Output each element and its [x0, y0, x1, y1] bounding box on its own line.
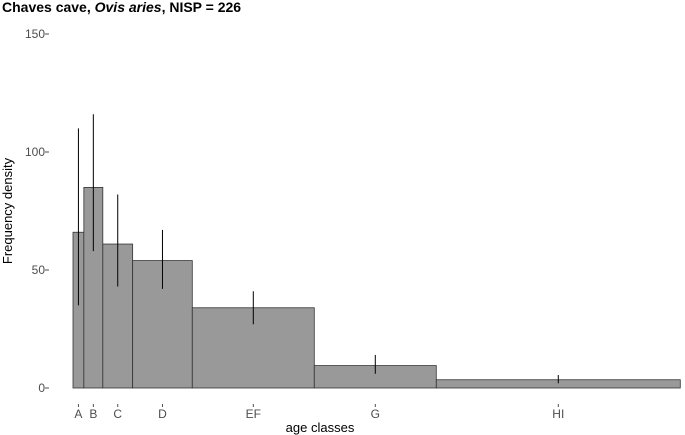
y-tick-label-50: 50: [32, 263, 46, 277]
y-tick-label-100: 100: [25, 145, 45, 159]
y-axis: 0 50 100 150: [25, 27, 49, 395]
y-tick-label-150: 150: [25, 27, 45, 41]
x-axis-label: age classes: [286, 420, 355, 435]
chart-title-part-1: Chaves cave,: [2, 0, 95, 15]
error-bars: [77, 114, 559, 384]
x-axis: A B C D EF G HI: [74, 404, 564, 421]
x-tick-label-HI: HI: [552, 407, 564, 421]
x-tick-label-C: C: [113, 407, 122, 421]
y-axis-label: Frequency density: [0, 157, 15, 264]
chart-title-part-3: , NISP = 226: [162, 0, 242, 15]
x-tick-label-G: G: [371, 407, 380, 421]
chart-title: Chaves cave, Ovis aries, NISP = 226: [2, 0, 241, 15]
chart-title-species: Ovis aries: [95, 0, 162, 15]
x-tick-label-B: B: [89, 407, 97, 421]
y-tick-label-0: 0: [38, 381, 45, 395]
bars: [72, 186, 681, 389]
x-tick-label-A: A: [74, 407, 82, 421]
x-tick-label-EF: EF: [246, 407, 261, 421]
x-tick-label-D: D: [158, 407, 167, 421]
